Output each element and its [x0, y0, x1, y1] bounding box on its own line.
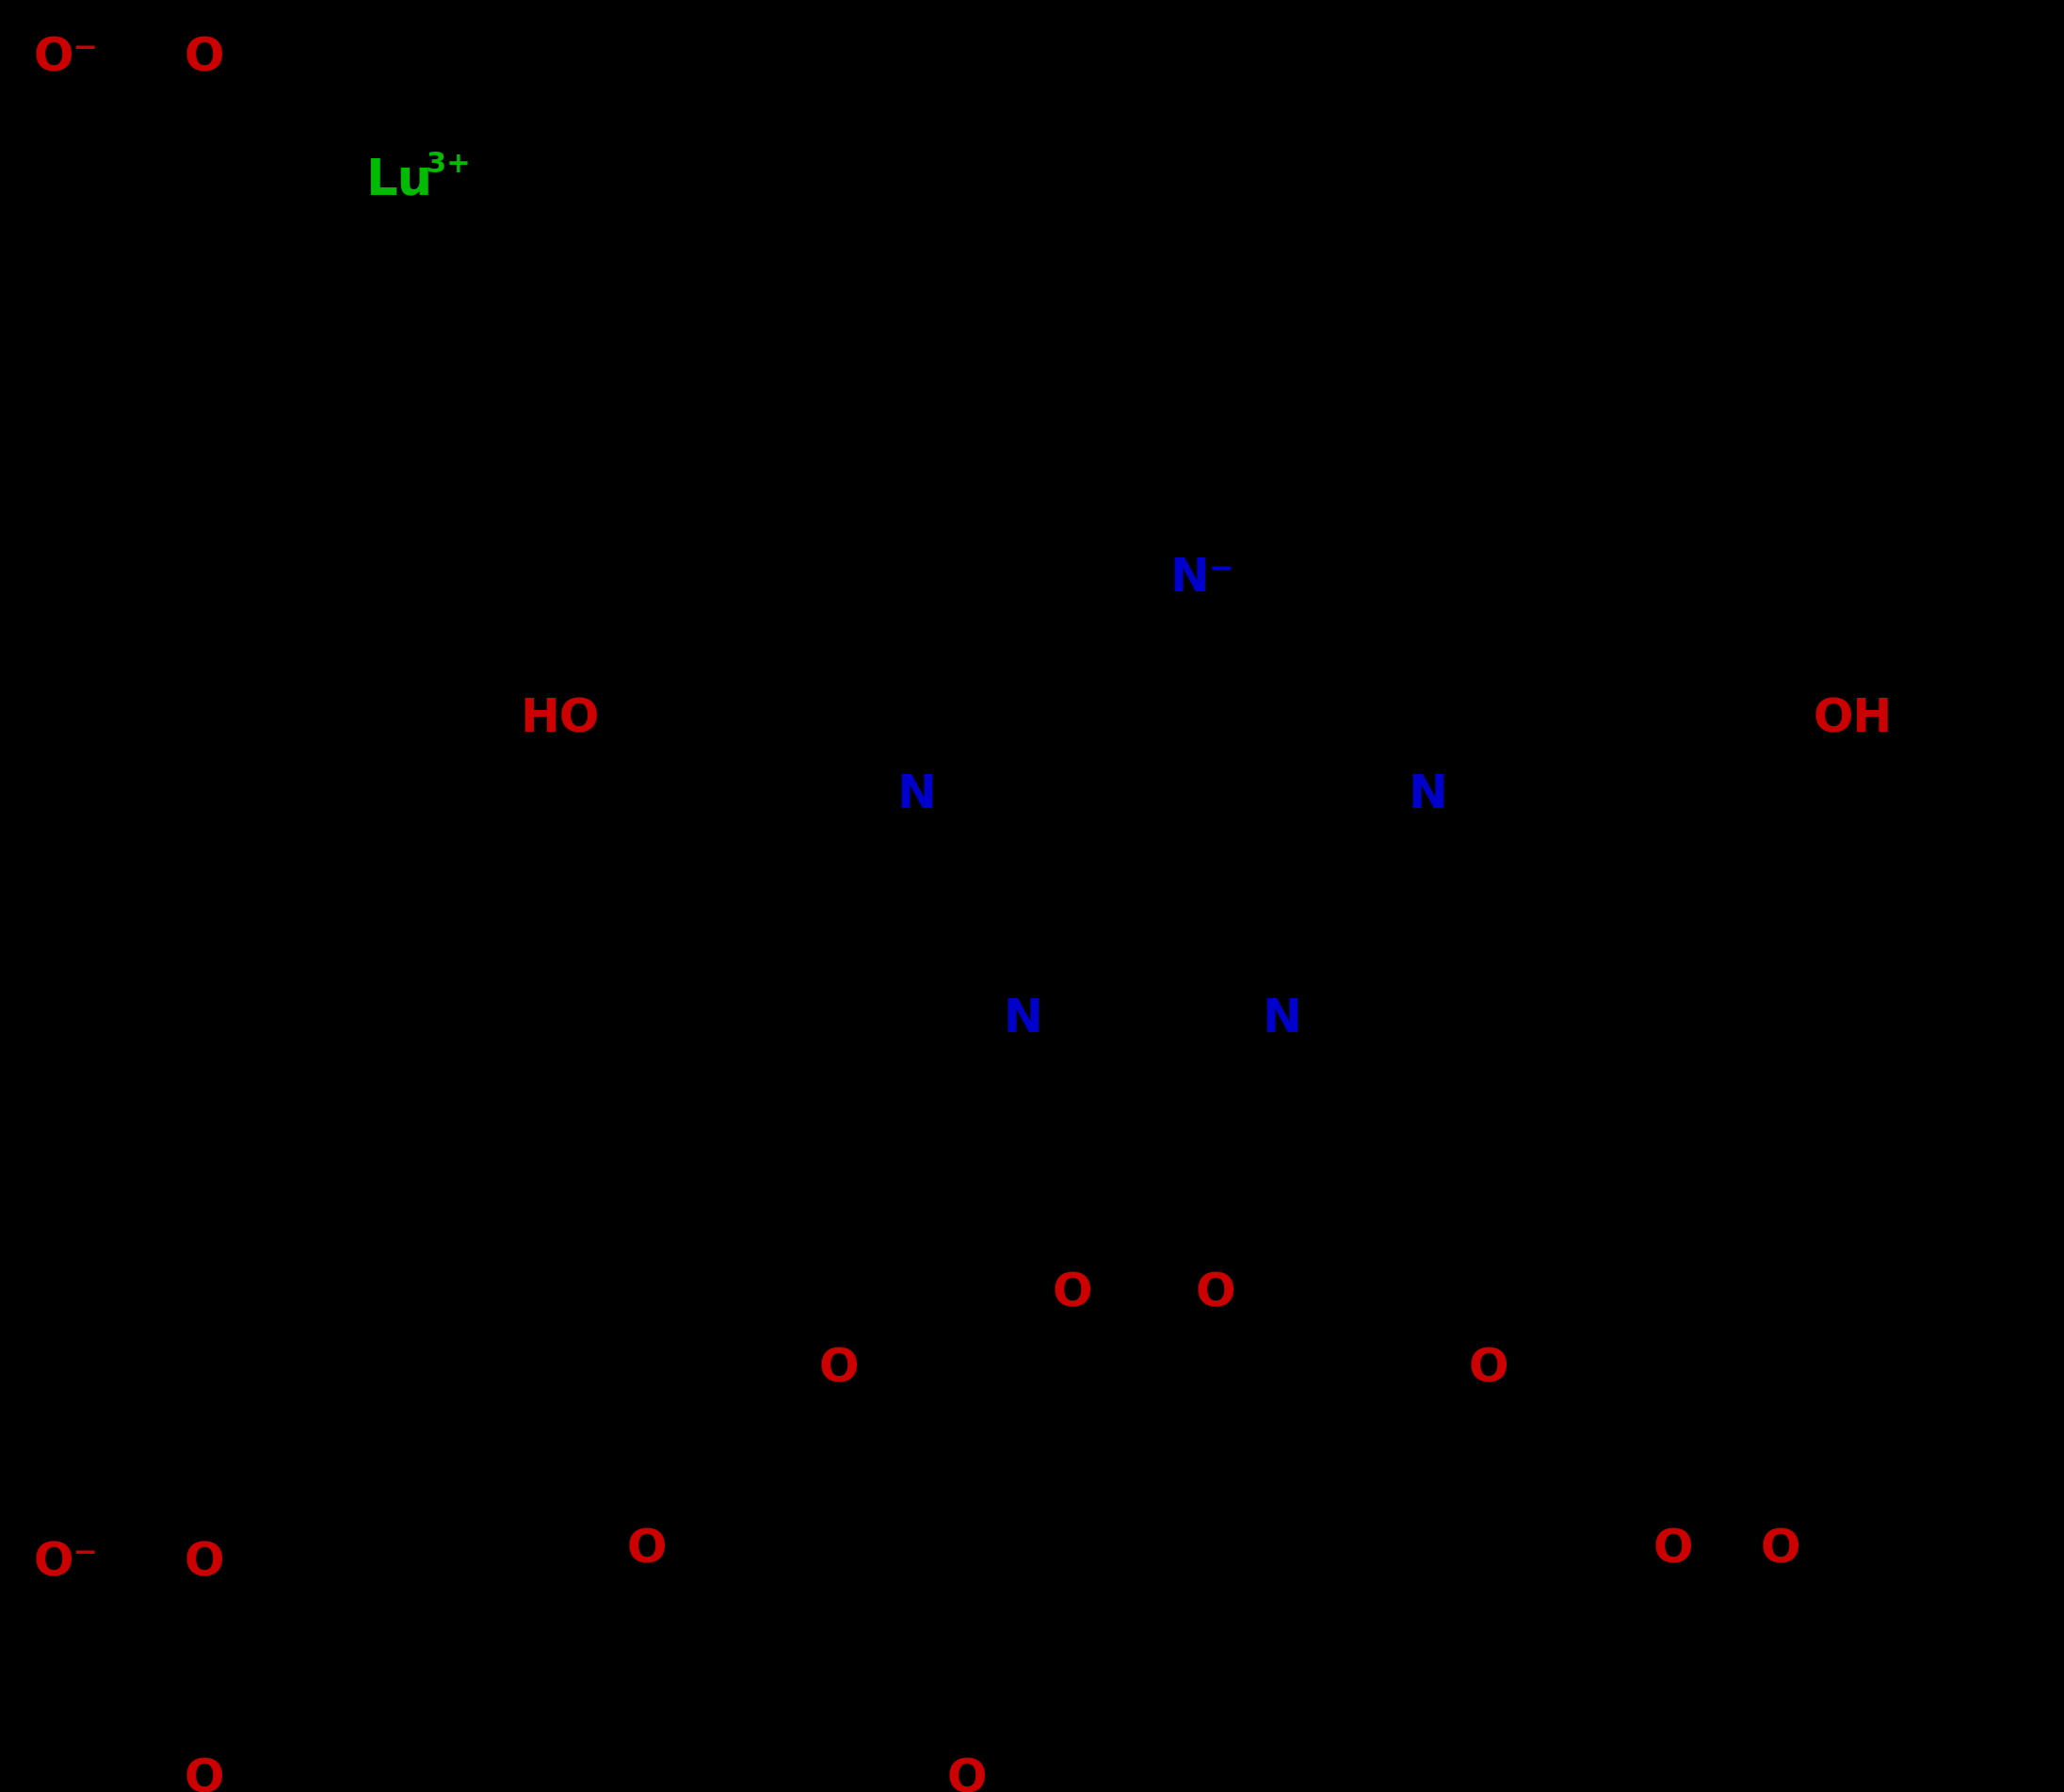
Text: O: O	[1653, 1527, 1692, 1573]
Text: O: O	[625, 1527, 667, 1573]
Text: N: N	[1408, 772, 1447, 817]
Text: O: O	[1195, 1271, 1236, 1317]
Text: HO: HO	[520, 697, 599, 742]
Text: O: O	[819, 1346, 859, 1392]
Text: O: O	[1470, 1346, 1509, 1392]
Text: O: O	[184, 1756, 223, 1792]
Text: Lu: Lu	[365, 156, 431, 204]
Text: 3+: 3+	[427, 151, 471, 177]
Text: OH: OH	[1812, 697, 1893, 742]
Text: N: N	[1003, 996, 1042, 1041]
Text: N: N	[896, 772, 935, 817]
Text: O: O	[184, 36, 223, 81]
Text: O: O	[945, 1756, 987, 1792]
Text: O⁻: O⁻	[33, 1539, 97, 1584]
Text: O⁻: O⁻	[33, 36, 97, 81]
Text: O: O	[1761, 1527, 1800, 1573]
Text: N⁻: N⁻	[1170, 556, 1234, 600]
Text: O: O	[184, 1539, 223, 1584]
Text: N: N	[1261, 996, 1300, 1041]
Text: O: O	[1053, 1271, 1092, 1317]
